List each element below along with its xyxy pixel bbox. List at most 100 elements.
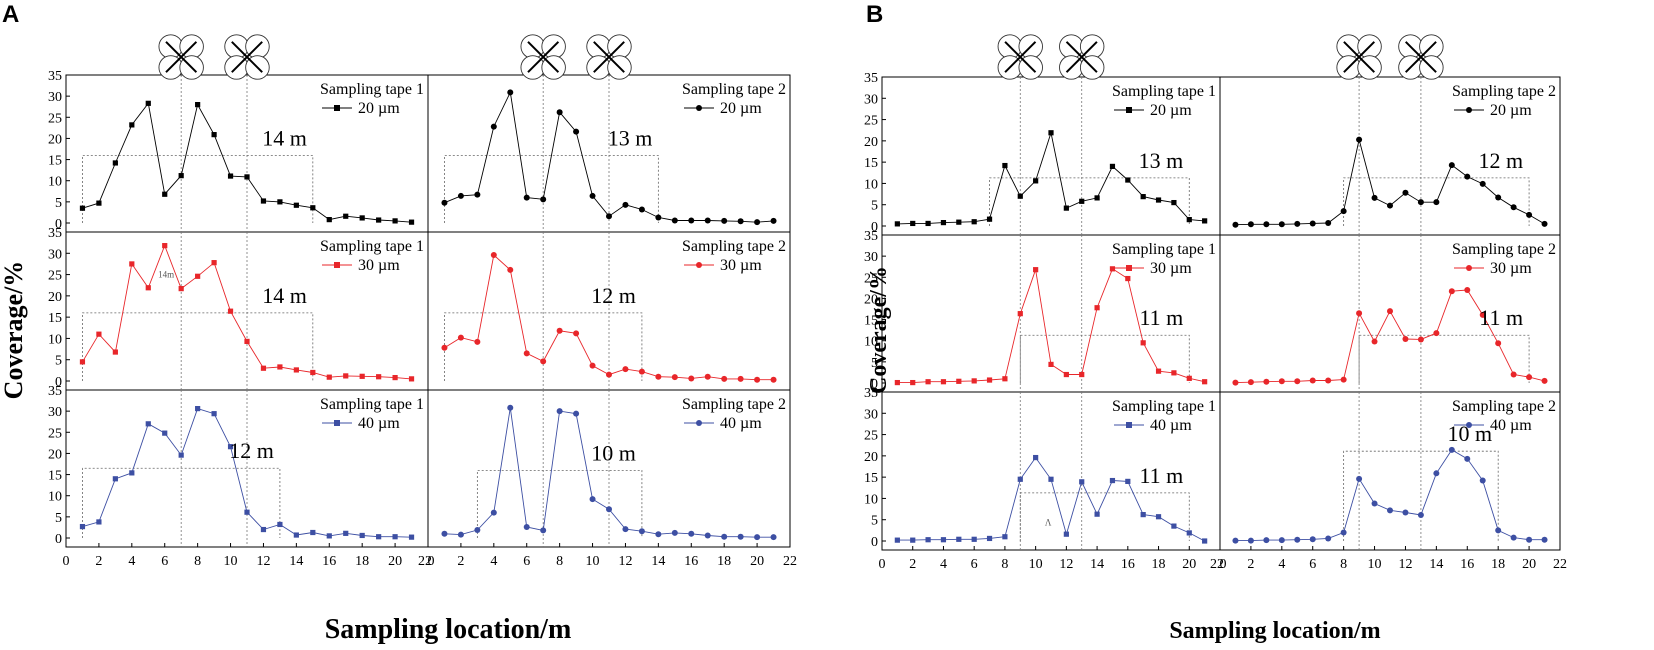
data-point bbox=[523, 194, 530, 201]
data-point bbox=[178, 286, 184, 292]
data-point bbox=[1079, 198, 1085, 204]
data-point bbox=[1171, 523, 1177, 529]
data-point bbox=[1387, 202, 1393, 209]
y-tick-label: 35 bbox=[48, 69, 62, 84]
data-point bbox=[940, 537, 947, 543]
data-point bbox=[1495, 527, 1502, 534]
small-note: 14m bbox=[158, 270, 174, 280]
span-box bbox=[989, 177, 1190, 226]
data-point bbox=[293, 532, 299, 538]
data-point bbox=[392, 534, 398, 540]
data-point bbox=[441, 530, 448, 537]
data-point bbox=[145, 100, 151, 106]
data-point bbox=[770, 376, 777, 383]
data-point bbox=[96, 331, 102, 337]
data-point bbox=[1017, 193, 1023, 199]
y-tick-label: 30 bbox=[48, 405, 62, 420]
subplot-B-1-0: Sampling tape 1 30 µm 11 m bbox=[894, 235, 1216, 392]
data-point bbox=[244, 174, 250, 180]
legend-label: 30 µm bbox=[358, 257, 400, 274]
data-point bbox=[1371, 338, 1378, 345]
data-point bbox=[556, 327, 563, 334]
data-point bbox=[457, 334, 464, 341]
data-point bbox=[1510, 534, 1517, 541]
legend-marker bbox=[334, 105, 340, 111]
data-point bbox=[129, 470, 135, 476]
data-point bbox=[573, 128, 580, 135]
data-point bbox=[1048, 476, 1054, 482]
data-point bbox=[1479, 477, 1486, 484]
y-tick-label: 15 bbox=[864, 156, 878, 171]
data-point bbox=[195, 102, 201, 108]
y-tick-label: 35 bbox=[864, 386, 878, 401]
data-point bbox=[260, 526, 267, 533]
data-point bbox=[540, 527, 547, 534]
data-point bbox=[1155, 197, 1162, 203]
data-point bbox=[1094, 195, 1100, 201]
y-tick-label: 20 bbox=[864, 450, 878, 465]
y-tick-label: 10 bbox=[864, 177, 878, 192]
y-tick-label: 25 bbox=[48, 269, 62, 284]
data-point bbox=[986, 216, 993, 222]
data-point bbox=[754, 534, 761, 541]
data-point bbox=[1125, 177, 1131, 183]
x-tick-label: 4 bbox=[940, 557, 947, 572]
x-tick-label: 20 bbox=[750, 554, 764, 569]
drone-icon bbox=[224, 34, 270, 80]
data-point bbox=[96, 200, 102, 206]
x-tick-label: 4 bbox=[490, 554, 497, 569]
legend-title: Sampling tape 2 bbox=[682, 396, 786, 413]
y-tick-label: 20 bbox=[48, 290, 62, 305]
data-point bbox=[1387, 507, 1393, 514]
data-point bbox=[1125, 478, 1131, 484]
data-point bbox=[441, 344, 448, 351]
data-point bbox=[1402, 336, 1409, 343]
panel-letter-A: A bbox=[2, 1, 19, 28]
y-tick-label: 0 bbox=[55, 375, 62, 390]
panel-A: A Coverage/% Sampling location/m bbox=[0, 1, 571, 645]
data-point bbox=[1495, 340, 1502, 347]
data-point bbox=[540, 358, 547, 365]
data-point bbox=[244, 509, 250, 515]
x-tick-label: 16 bbox=[684, 554, 698, 569]
data-point bbox=[737, 533, 744, 540]
y-tick-label: 25 bbox=[864, 271, 878, 286]
span-box bbox=[476, 469, 643, 538]
subplot-A-2-0: Sampling tape 1 40 µm 12 m bbox=[79, 390, 424, 547]
data-point bbox=[1247, 379, 1254, 386]
x-tick-label: 10 bbox=[586, 554, 600, 569]
subplot-A-2-1: Sampling tape 2 40 µm 10 m bbox=[441, 390, 786, 547]
legend-title: Sampling tape 2 bbox=[1452, 83, 1556, 100]
data-point bbox=[1002, 162, 1008, 169]
data-point bbox=[925, 220, 931, 227]
x-tick-label: 2 bbox=[909, 557, 916, 572]
data-point bbox=[112, 349, 118, 355]
x-tick-label: 12 bbox=[618, 554, 632, 569]
data-point bbox=[1079, 371, 1085, 378]
data-point bbox=[376, 534, 382, 540]
subplot-A-1-0: Sampling tape 1 30 µm 14 m 14m bbox=[79, 232, 424, 390]
drone-icon bbox=[1398, 34, 1444, 80]
data-point bbox=[376, 217, 382, 223]
data-point bbox=[910, 220, 916, 227]
data-point bbox=[1479, 311, 1486, 318]
data-point bbox=[211, 260, 217, 266]
x-tick-label: 18 bbox=[1491, 557, 1505, 572]
data-point bbox=[1526, 374, 1533, 381]
data-point bbox=[1186, 530, 1192, 536]
y-tick-label: 10 bbox=[48, 490, 62, 505]
data-point bbox=[310, 529, 316, 536]
legend-label: 30 µm bbox=[1490, 260, 1532, 277]
y-tick-label: 35 bbox=[864, 71, 878, 86]
legend-marker bbox=[1126, 265, 1132, 271]
data-point bbox=[293, 367, 299, 373]
y-tick-label: 5 bbox=[55, 354, 62, 369]
data-point bbox=[490, 251, 497, 258]
data-point bbox=[704, 373, 711, 380]
legend-title: Sampling tape 1 bbox=[320, 81, 424, 98]
data-point bbox=[704, 217, 711, 224]
data-point bbox=[1309, 377, 1316, 384]
legend-title: Sampling tape 2 bbox=[1452, 398, 1556, 415]
data-point bbox=[1033, 454, 1039, 461]
span-annotation: 11 m bbox=[1139, 305, 1183, 330]
